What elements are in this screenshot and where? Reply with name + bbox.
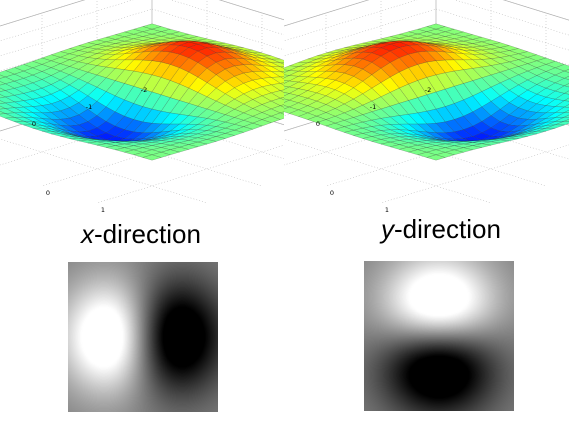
caption-y-variable: y (381, 214, 394, 244)
surface-plot-y-svg: 0.150.10.050-0.05-0.1-0.15-0.2210-1-2-2-… (195, 0, 569, 231)
right-axis-tick-label: 1 (385, 206, 389, 214)
left-axis-tick-label: -2 (141, 86, 147, 94)
caption-x-text: -direction (94, 219, 201, 249)
left-axis-tick-label: -1 (370, 103, 376, 111)
grayscale-filter-y-direction (364, 261, 514, 411)
right-axis-tick-label: 0 (330, 189, 334, 197)
caption-y-direction: y-direction (381, 214, 501, 245)
caption-y-text: -direction (394, 214, 501, 244)
surface-plot-x-direction: 0.150.10.050-0.05-0.1-0.15-0.2210-1-2-2-… (0, 0, 373, 231)
surface-plot-x-svg: 0.150.10.050-0.05-0.1-0.15-0.2210-1-2-2-… (0, 0, 373, 231)
right-axis-tick-label: 1 (101, 206, 105, 214)
left-axis-tick-label: 0 (32, 120, 36, 128)
left-axis-tick-label: -1 (86, 103, 92, 111)
left-axis-tick-label: -2 (425, 86, 431, 94)
caption-x-direction: x-direction (81, 219, 201, 250)
caption-x-variable: x (81, 219, 94, 249)
surface-plot-y-direction: 0.150.10.050-0.05-0.1-0.15-0.2210-1-2-2-… (195, 0, 569, 231)
left-axis-tick-label: 0 (316, 120, 320, 128)
grayscale-filter-x-direction (68, 262, 218, 412)
right-axis-tick-label: 0 (46, 189, 50, 197)
